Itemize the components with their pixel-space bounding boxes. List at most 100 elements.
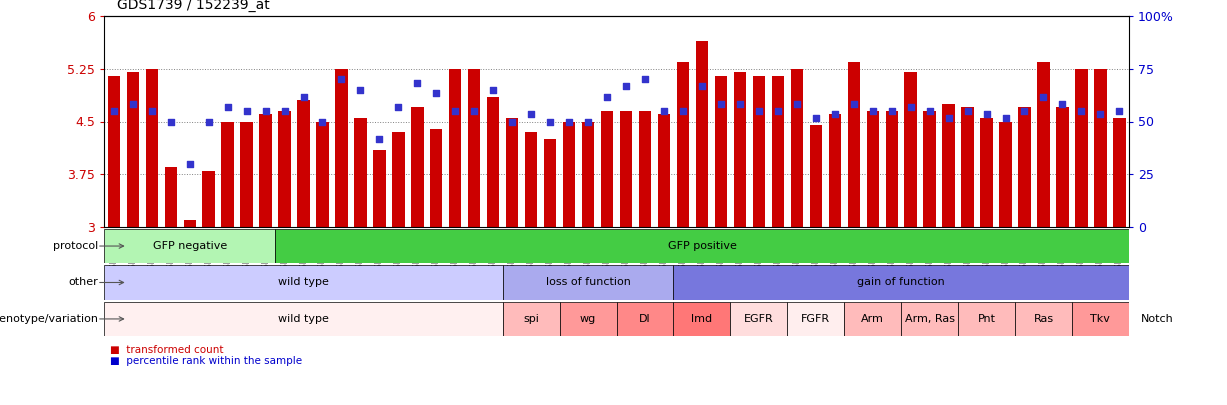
Bar xyxy=(503,265,674,300)
Bar xyxy=(279,111,291,227)
Point xyxy=(748,108,768,114)
Bar xyxy=(240,122,253,227)
Bar xyxy=(752,76,764,227)
Point xyxy=(692,83,712,90)
Bar xyxy=(297,100,309,227)
Bar xyxy=(506,118,518,227)
Bar xyxy=(1056,107,1069,227)
Bar xyxy=(904,72,917,227)
Point xyxy=(161,118,180,125)
Point xyxy=(636,76,655,83)
Text: Ras: Ras xyxy=(1033,314,1054,324)
Bar xyxy=(620,111,632,227)
Text: Tkv: Tkv xyxy=(1091,314,1110,324)
Bar xyxy=(674,265,1129,300)
Bar xyxy=(962,107,974,227)
Bar xyxy=(1129,302,1185,336)
Bar xyxy=(563,122,575,227)
Bar xyxy=(999,122,1012,227)
Point xyxy=(863,108,882,114)
Bar xyxy=(104,229,275,263)
Point xyxy=(598,94,617,100)
Text: gain of function: gain of function xyxy=(858,277,945,288)
Point xyxy=(768,108,788,114)
Text: Pnt: Pnt xyxy=(978,314,995,324)
Point xyxy=(427,90,447,97)
Point xyxy=(730,101,750,107)
Bar xyxy=(275,229,1129,263)
Text: GDS1739 / 152239_at: GDS1739 / 152239_at xyxy=(117,0,269,12)
Bar xyxy=(146,69,158,227)
Point xyxy=(787,101,806,107)
Bar xyxy=(696,41,708,227)
Bar xyxy=(431,128,443,227)
Point xyxy=(958,108,978,114)
Bar xyxy=(1037,62,1049,227)
Bar xyxy=(1072,302,1129,336)
Point xyxy=(825,111,844,118)
Bar xyxy=(560,302,616,336)
Text: genotype/variation: genotype/variation xyxy=(0,314,98,324)
Point xyxy=(882,108,902,114)
Point xyxy=(540,118,560,125)
Text: loss of function: loss of function xyxy=(546,277,631,288)
Point xyxy=(616,83,636,90)
Bar xyxy=(411,107,423,227)
Bar xyxy=(126,72,139,227)
Bar xyxy=(866,111,879,227)
Point xyxy=(1033,94,1053,100)
Bar xyxy=(164,167,177,227)
Point xyxy=(255,108,275,114)
Bar xyxy=(886,111,898,227)
Bar xyxy=(108,76,120,227)
Point xyxy=(351,87,371,93)
Text: EGFR: EGFR xyxy=(744,314,774,324)
Bar xyxy=(924,111,936,227)
Bar xyxy=(980,118,993,227)
Point xyxy=(1109,108,1129,114)
Text: Arm, Ras: Arm, Ras xyxy=(904,314,955,324)
Bar xyxy=(221,122,234,227)
Text: Dl: Dl xyxy=(639,314,650,324)
Bar xyxy=(658,115,670,227)
Text: Arm: Arm xyxy=(861,314,885,324)
Point xyxy=(995,115,1015,121)
Bar xyxy=(942,104,955,227)
Bar xyxy=(788,302,844,336)
Point xyxy=(712,101,731,107)
Bar xyxy=(525,132,537,227)
Point xyxy=(901,104,920,111)
Point xyxy=(331,76,351,83)
Bar xyxy=(104,265,503,300)
Bar xyxy=(469,69,481,227)
Bar xyxy=(958,302,1015,336)
Point xyxy=(521,111,541,118)
Point xyxy=(502,118,521,125)
Point xyxy=(806,115,826,121)
Text: other: other xyxy=(69,277,98,288)
Bar xyxy=(828,115,840,227)
Point xyxy=(465,108,485,114)
Point xyxy=(275,108,294,114)
Bar xyxy=(202,171,215,227)
Bar xyxy=(790,69,802,227)
Bar xyxy=(730,302,788,336)
Bar xyxy=(355,118,367,227)
Point xyxy=(654,108,674,114)
Text: wild type: wild type xyxy=(279,314,329,324)
Point xyxy=(560,118,579,125)
Bar xyxy=(373,149,385,227)
Point xyxy=(369,136,389,142)
Text: Notch: Notch xyxy=(1141,314,1174,324)
Bar xyxy=(844,302,901,336)
Point xyxy=(844,101,864,107)
Point xyxy=(578,118,598,125)
Point xyxy=(218,104,238,111)
Point xyxy=(407,80,427,86)
Text: FGFR: FGFR xyxy=(801,314,831,324)
Point xyxy=(389,104,409,111)
Text: ■  transformed count: ■ transformed count xyxy=(110,345,225,355)
Point xyxy=(920,108,940,114)
Point xyxy=(1091,111,1110,118)
Bar xyxy=(848,62,860,227)
